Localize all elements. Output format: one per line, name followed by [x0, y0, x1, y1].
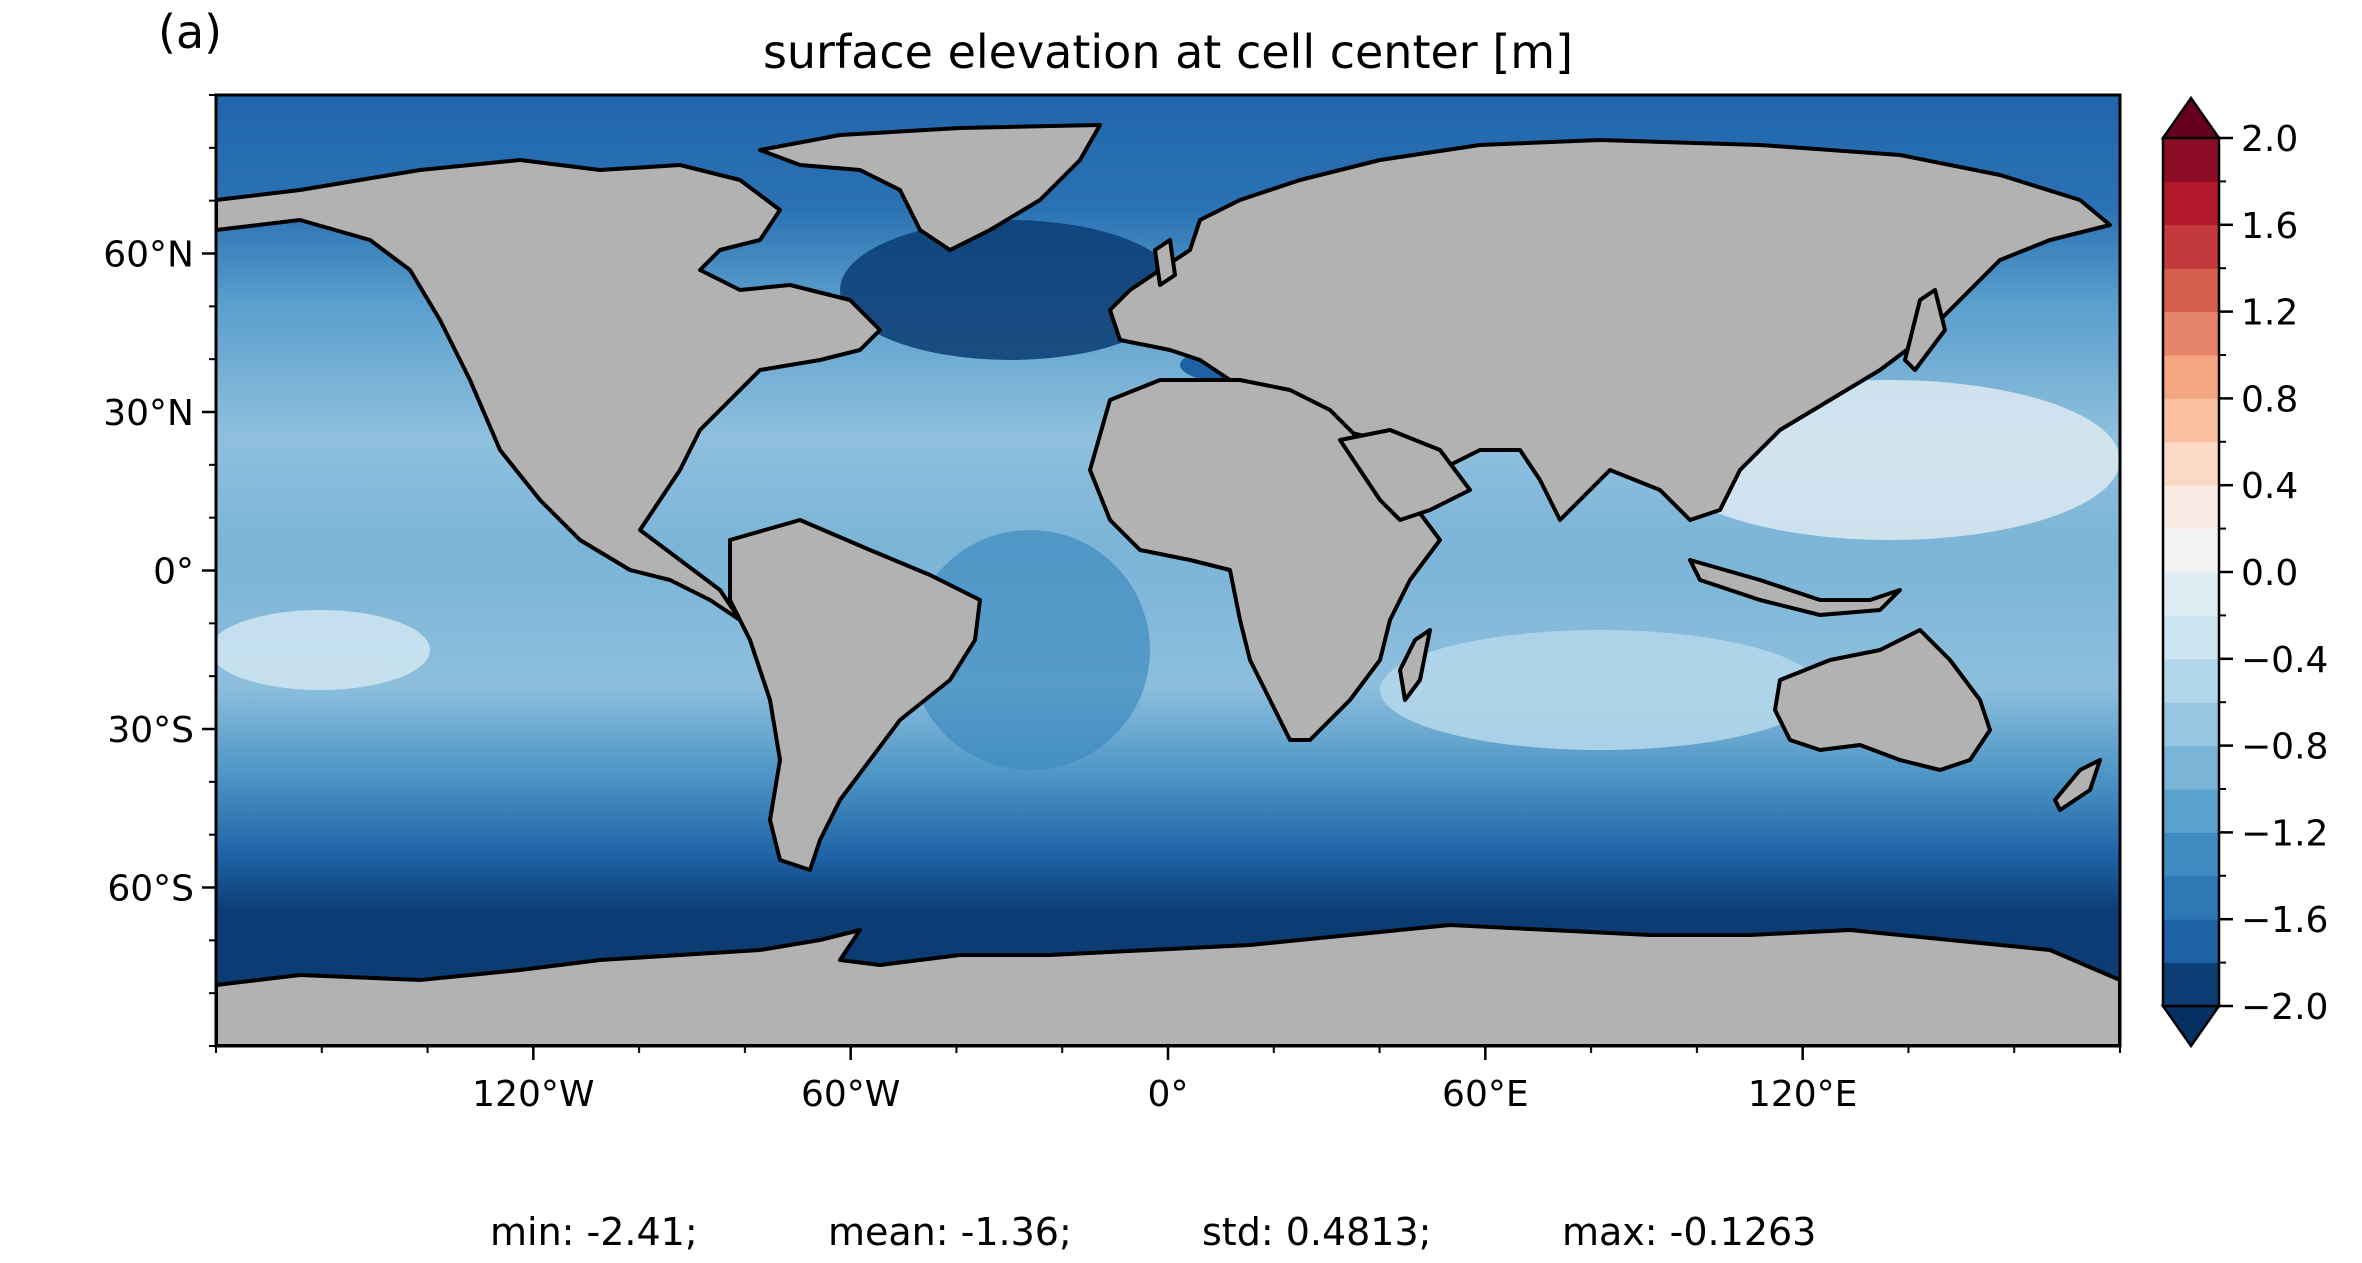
colorbar-under-triangle [2160, 1004, 2222, 1049]
x-tick-label: 0° [1148, 1074, 1189, 1115]
colorbar-segment [2163, 962, 2219, 1007]
north-atlantic-low [840, 220, 1180, 360]
colorbar-segment [2163, 355, 2219, 399]
colorbar-tick-label: −1.6 [2241, 900, 2328, 941]
x-tick-label: 60°W [801, 1074, 900, 1115]
greenland [758, 123, 1102, 252]
south-america [728, 518, 982, 872]
colorbar-segment [2163, 268, 2219, 313]
colorbar-tick-label: −1.2 [2241, 813, 2328, 854]
british-isles [1153, 238, 1177, 287]
colorbar-tick-label: 0.8 [2241, 379, 2298, 420]
arabia [1338, 428, 1472, 522]
colorbar-segment [2163, 789, 2219, 833]
colorbar-segment [2163, 745, 2219, 790]
colorbar-segment [2163, 919, 2219, 964]
colorbar-tick-label: −0.8 [2241, 727, 2328, 768]
colorbar-segment [2163, 572, 2219, 616]
colorbar-segment [2163, 138, 2219, 182]
colorbar-over-triangle [2160, 95, 2222, 140]
stat-min: min: -2.41; [490, 1210, 698, 1254]
colorbar-segment [2163, 224, 2219, 269]
colorbar-segment [2163, 311, 2219, 356]
y-axis-ticks: 60°N 30°N 0° 30°S 60°S [103, 94, 216, 1047]
x-axis-ticks: 120°W 60°W 0° 60°E 120°E [215, 1046, 2121, 1115]
y-tick-label: 0° [153, 552, 194, 593]
colorbar-tick-label: 1.6 [2241, 206, 2298, 247]
map-area [216, 95, 2120, 1046]
land [216, 123, 2120, 1046]
australia [1773, 628, 1992, 772]
south-atlantic-patch [910, 530, 1150, 770]
north-america [216, 158, 882, 622]
y-tick-label: 30°S [107, 710, 194, 751]
colorbar: 2.0 1.6 1.2 0.8 0.4 0.0 −0.4 −0.8 −1.2 −1.6 −2.0 [2160, 95, 2328, 1049]
colorbar-segment [2163, 658, 2219, 703]
x-tick-label: 120°W [472, 1074, 594, 1115]
africa [1088, 378, 1442, 742]
colorbar-segment [2163, 441, 2219, 486]
y-tick-label: 60°N [103, 235, 194, 276]
colorbar-tick-label: 1.2 [2241, 293, 2298, 334]
panel-label: (a) [158, 5, 222, 59]
new-zealand [2053, 758, 2102, 812]
colorbar-segment [2163, 615, 2219, 660]
colorbar-tick-label: 0.4 [2241, 466, 2298, 507]
colorbar-tick-label: 0.0 [2241, 553, 2298, 594]
colorbar-tick-label: −2.0 [2241, 987, 2328, 1028]
colorbar-segment [2163, 528, 2219, 573]
indonesia [1688, 558, 1902, 617]
stat-mean: mean: -1.36; [828, 1210, 1072, 1254]
x-tick-label: 120°E [1748, 1074, 1857, 1115]
colorbar-segment [2163, 181, 2219, 226]
madagascar [1398, 628, 1432, 702]
antarctica [216, 923, 2120, 1046]
stat-max: max: -0.1263 [1562, 1210, 1816, 1254]
colorbar-segment [2163, 832, 2219, 877]
south-indian-patch [1380, 630, 1820, 750]
y-tick-label: 60°S [107, 869, 194, 910]
stat-std: std: 0.4813; [1202, 1210, 1431, 1254]
japan [1903, 288, 1947, 372]
y-tick-label: 30°N [103, 393, 194, 434]
colorbar-segment [2163, 702, 2219, 747]
colorbar-tick-label: 2.0 [2241, 119, 2298, 160]
colorbar-segment [2163, 875, 2219, 920]
colorbar-segment [2163, 398, 2219, 443]
south-pacific-high [216, 610, 430, 690]
colorbar-segment [2163, 485, 2219, 530]
x-tick-label: 60°E [1442, 1074, 1529, 1115]
colorbar-tick-label: −0.4 [2241, 640, 2328, 681]
map-title: surface elevation at cell center [m] [763, 25, 1573, 79]
